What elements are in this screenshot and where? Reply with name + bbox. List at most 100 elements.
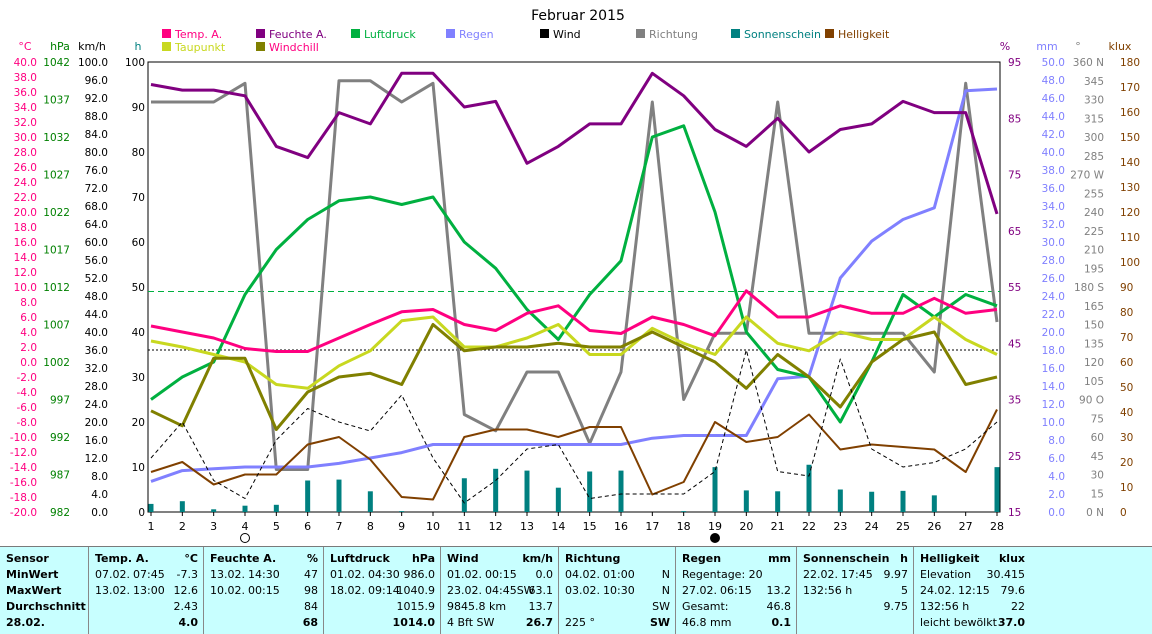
axis-tick-label: 75 [1091, 413, 1104, 425]
axis-tick-label: -2.0 [17, 372, 38, 384]
stats-cell: 22.02. [803, 568, 838, 581]
axis-tick-label: 997 [50, 395, 70, 407]
stats-cell: 225 ° [565, 616, 595, 629]
axis-tick-label: 150 [1120, 132, 1140, 144]
sunshine-bar [775, 491, 781, 512]
axis-tick-label: 50 [1120, 382, 1133, 394]
axis-tick-label: 0.0 [20, 357, 37, 369]
stats-column: Sonnenschein h 22.02. 17:45 9.97 132:56 h 5 9.7… [796, 547, 914, 634]
stats-cell: 0.1 [771, 616, 792, 629]
legend-label: Regen [459, 28, 494, 41]
axis-tick-label: 70 [132, 192, 145, 204]
axis-tick-label: 52.0 [85, 273, 108, 285]
sunshine-bar [837, 489, 843, 512]
stats-cell: 30.415 [986, 568, 1026, 581]
sunshine-bars [148, 464, 1000, 512]
stats-cell: 79.6 [1000, 584, 1026, 597]
axis-tick-label: 100 [1120, 257, 1140, 269]
stats-header: Helligkeit [920, 552, 980, 565]
axis-tick-label: 45 [1008, 338, 1021, 350]
axis-tick-label: 90 O [1079, 395, 1104, 407]
stats-cell: 04.02. [565, 568, 600, 581]
x-tick-label: 28 [990, 520, 1004, 533]
x-tick-label: 9 [398, 520, 405, 533]
legend-label: Helligkeit [838, 28, 890, 41]
axis-tick-label: 45 [1091, 451, 1104, 463]
axis-tick-label: 38.0 [14, 72, 37, 84]
stats-cell: 1015.9 [396, 600, 436, 613]
axis-tick-label: 140 [1120, 157, 1140, 169]
stats-cell: N [661, 568, 670, 581]
axis-tick-label: 40.0 [1042, 147, 1065, 159]
stats-cell: 17:45 [841, 568, 873, 581]
stats-unit: hPa [411, 552, 435, 565]
x-tick-label: 6 [304, 520, 311, 533]
stats-cell: 46.8 mm [682, 616, 732, 629]
stats-cell: 9845.8 km [447, 600, 507, 613]
series-lines [150, 71, 999, 504]
moon-phase-marker [240, 533, 250, 543]
x-tick-label: 7 [336, 520, 343, 533]
axis-tick-label: 24.0 [1042, 291, 1065, 303]
x-tick-label: 22 [802, 520, 816, 533]
axis-tick-label: 105 [1084, 376, 1104, 388]
axis-tick-label: 88.0 [85, 111, 108, 123]
axis-tick-label: 12.0 [14, 267, 37, 279]
axis-tick-label: 24.0 [85, 399, 108, 411]
stats-row-label: MaxWert [6, 584, 62, 597]
series-line-regen [150, 87, 998, 483]
axis-tick-label: 345 [1084, 76, 1104, 88]
x-tick-label: 21 [771, 520, 785, 533]
axis-tick-label: -8.0 [17, 417, 38, 429]
stats-cell: 10.02. [210, 584, 245, 597]
axis-tick-label: 90 [1120, 282, 1133, 294]
axis-tick-label: 160 [1120, 107, 1140, 119]
stats-header: Wind [447, 552, 479, 565]
axis-tick-label: -18.0 [10, 492, 37, 504]
axis-tick-label: 195 [1084, 263, 1104, 275]
legend-label: Wind [553, 28, 581, 41]
stats-cell: -7.3 [176, 568, 198, 581]
sunshine-bar [524, 470, 530, 512]
axis-tick-label: 360 N [1073, 57, 1104, 69]
axis-tick-label: -12.0 [10, 447, 37, 459]
stats-cell: 12:15 [958, 584, 990, 597]
axis-tick-label: 165 [1084, 301, 1104, 313]
axis-tick-label: 80 [132, 147, 145, 159]
axis-tick-label: 44.0 [85, 309, 108, 321]
axis-tick-label: 4.0 [20, 327, 37, 339]
legend-swatch [256, 29, 265, 38]
sunshine-bar [148, 503, 154, 512]
stats-row-label: MinWert [6, 568, 59, 581]
stats-column: Helligkeit klux Elevation 30.415 24.02. 12:15… [913, 547, 1031, 634]
axis-tick-label: -6.0 [17, 402, 38, 414]
stats-cell: leicht bewölkt [920, 616, 997, 629]
axis-tick-label: 28.0 [1042, 255, 1065, 267]
x-tick-label: 20 [739, 520, 753, 533]
series-line-helligkeit [150, 409, 998, 501]
stats-cell: 4.0 [178, 616, 199, 629]
axis-tick-label: 60 [1091, 432, 1104, 444]
axis-tick-label: 18.0 [14, 222, 37, 234]
axis-tick-label: 60.0 [85, 237, 108, 249]
x-tick-label: 10 [426, 520, 440, 533]
sunshine-bar [555, 487, 561, 512]
stats-cell: 1040.9 [396, 584, 436, 597]
sunshine-bar [712, 467, 718, 512]
axis-tick-label: 14.0 [1042, 381, 1065, 393]
axis-tick-label: 32.0 [1042, 219, 1065, 231]
axis-tick-label: 16.0 [14, 237, 37, 249]
stats-column: Sensor MinWert MaxWert Durchschnitt 28.02. [0, 547, 88, 634]
stats-cell: 00:15 [485, 568, 517, 581]
x-tick-label: 3 [210, 520, 217, 533]
series-line-wind [150, 349, 998, 504]
stats-cell: Elevation [920, 568, 972, 581]
stats-cell: 07.02. [95, 568, 130, 581]
stats-cell: 9.97 [883, 568, 909, 581]
legend-swatch [446, 29, 455, 38]
legend-label: Luftdruck [364, 28, 416, 41]
stats-cell: 46.8 [766, 600, 792, 613]
axis-tick-label: 26.0 [14, 162, 37, 174]
axis-tick-label: 36.0 [85, 345, 108, 357]
axis-tick-label: 12.0 [1042, 399, 1065, 411]
